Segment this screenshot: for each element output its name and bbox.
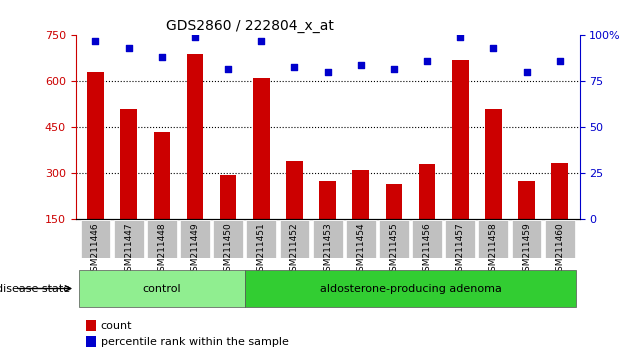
Bar: [319, 181, 336, 266]
Bar: [120, 109, 137, 266]
Point: [190, 34, 200, 40]
FancyBboxPatch shape: [312, 220, 343, 258]
FancyBboxPatch shape: [147, 220, 177, 258]
Bar: [253, 78, 270, 266]
Text: GDS2860 / 222804_x_at: GDS2860 / 222804_x_at: [166, 19, 334, 33]
Point: [289, 64, 299, 69]
Text: GSM211453: GSM211453: [323, 223, 332, 277]
Text: GSM211460: GSM211460: [555, 223, 564, 277]
FancyBboxPatch shape: [213, 220, 243, 258]
Bar: [154, 132, 170, 266]
Bar: [286, 161, 303, 266]
Text: aldosterone-producing adenoma: aldosterone-producing adenoma: [319, 284, 501, 293]
Text: percentile rank within the sample: percentile rank within the sample: [101, 337, 289, 347]
FancyBboxPatch shape: [244, 270, 576, 307]
Point: [455, 34, 466, 40]
Text: count: count: [101, 321, 132, 331]
Text: GSM211450: GSM211450: [224, 223, 232, 277]
Bar: [419, 164, 435, 266]
FancyBboxPatch shape: [379, 220, 409, 258]
Point: [389, 66, 399, 72]
Bar: [551, 163, 568, 266]
FancyBboxPatch shape: [512, 220, 541, 258]
Point: [554, 58, 564, 64]
Bar: [485, 109, 501, 266]
FancyBboxPatch shape: [180, 220, 210, 258]
Point: [157, 55, 167, 60]
Text: GSM211458: GSM211458: [489, 223, 498, 277]
Text: GSM211451: GSM211451: [257, 223, 266, 277]
FancyBboxPatch shape: [478, 220, 508, 258]
Bar: [352, 170, 369, 266]
Text: GSM211456: GSM211456: [423, 223, 432, 277]
Point: [91, 38, 101, 44]
Point: [522, 69, 532, 75]
FancyBboxPatch shape: [81, 220, 110, 258]
Text: GSM211448: GSM211448: [158, 223, 166, 277]
Point: [256, 38, 266, 44]
Bar: [87, 72, 104, 266]
FancyBboxPatch shape: [346, 220, 375, 258]
Text: GSM211455: GSM211455: [389, 223, 398, 277]
FancyBboxPatch shape: [79, 270, 244, 307]
Text: GSM211449: GSM211449: [190, 223, 200, 277]
Bar: [220, 175, 236, 266]
Text: disease state: disease state: [0, 284, 71, 293]
Bar: [518, 181, 535, 266]
Text: GSM211459: GSM211459: [522, 223, 531, 277]
Point: [488, 45, 498, 51]
Text: GSM211452: GSM211452: [290, 223, 299, 277]
Text: GSM211457: GSM211457: [455, 223, 465, 277]
FancyBboxPatch shape: [545, 220, 575, 258]
FancyBboxPatch shape: [445, 220, 475, 258]
FancyBboxPatch shape: [412, 220, 442, 258]
FancyBboxPatch shape: [246, 220, 276, 258]
Text: GSM211447: GSM211447: [124, 223, 133, 277]
Text: control: control: [142, 284, 181, 293]
Point: [422, 58, 432, 64]
Bar: [186, 54, 203, 266]
Point: [323, 69, 333, 75]
Point: [123, 45, 134, 51]
Point: [223, 66, 233, 72]
Bar: [86, 320, 96, 331]
Point: [356, 62, 366, 68]
Bar: [452, 60, 469, 266]
Text: GSM211454: GSM211454: [356, 223, 365, 277]
FancyBboxPatch shape: [280, 220, 309, 258]
Bar: [86, 336, 96, 347]
Text: GSM211446: GSM211446: [91, 223, 100, 277]
FancyBboxPatch shape: [114, 220, 144, 258]
Bar: [386, 184, 402, 266]
